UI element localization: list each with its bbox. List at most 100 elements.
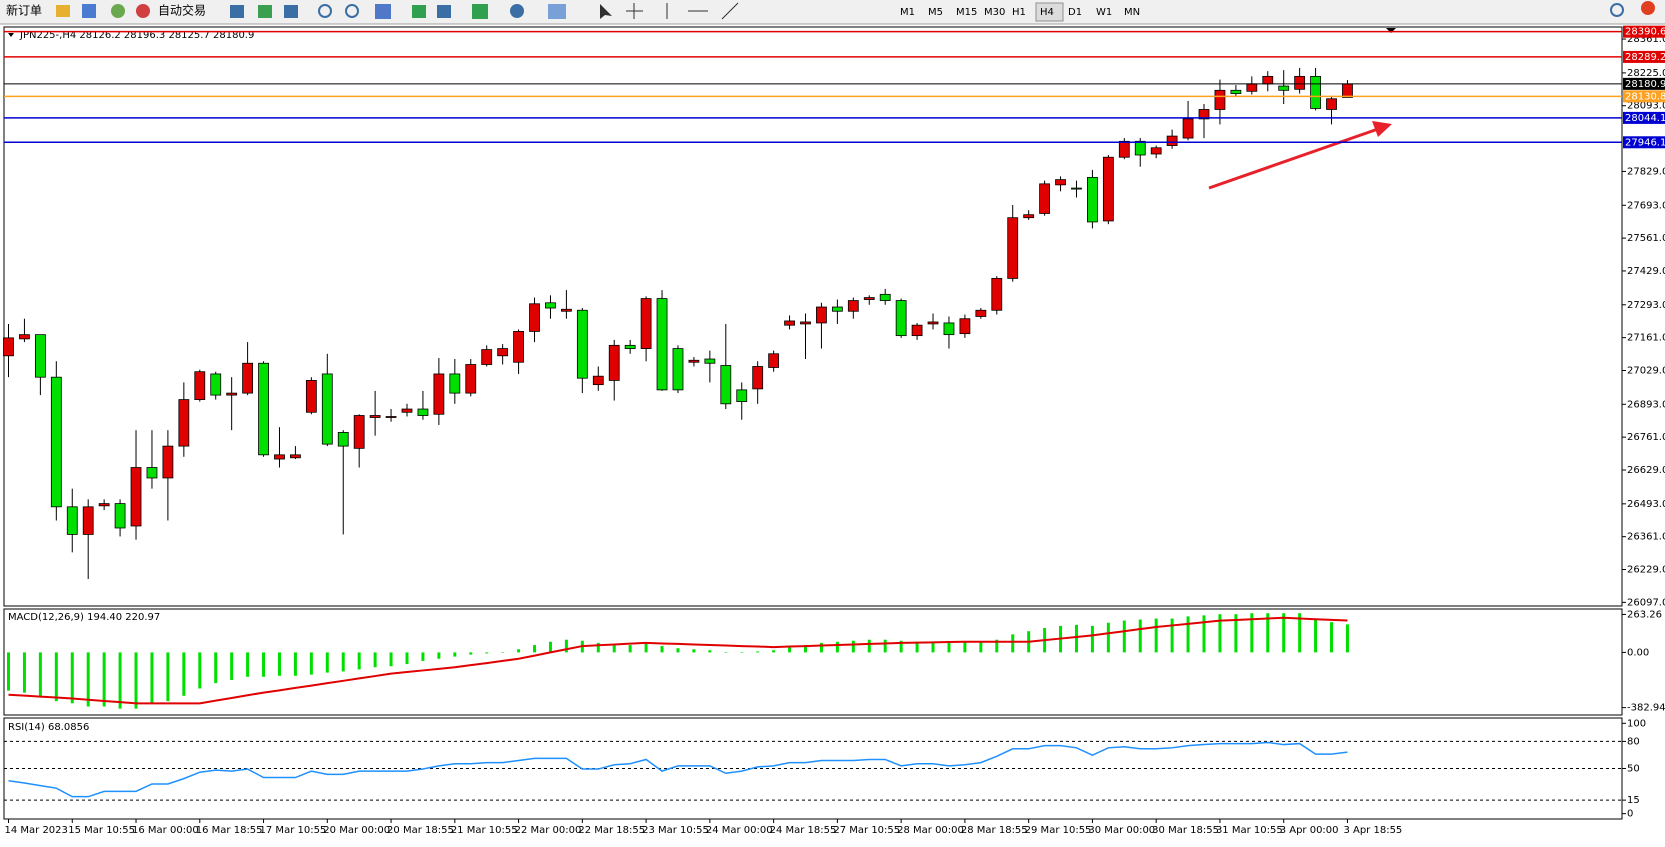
macd-bar	[357, 652, 361, 670]
tool-icons	[230, 2, 739, 20]
icon[interactable]	[412, 5, 426, 18]
macd-bar	[883, 639, 887, 653]
macd-bar	[756, 651, 760, 653]
candle-body	[1246, 83, 1258, 92]
macd-bar	[548, 641, 552, 653]
y-tick-label: 27029.0	[1627, 365, 1665, 376]
macd-bar	[947, 641, 951, 653]
macd-bar	[979, 641, 983, 653]
candle-body	[50, 376, 62, 508]
icon[interactable]	[111, 4, 125, 18]
timeframe-button[interactable]: M5	[928, 7, 943, 18]
macd-bar	[851, 640, 855, 653]
macd-bar	[230, 652, 234, 680]
price-level-box	[1623, 25, 1665, 38]
cursor-icon[interactable]	[600, 4, 612, 19]
search-icon[interactable]	[1610, 3, 1624, 17]
line-icons[interactable]	[666, 2, 739, 20]
macd-panel	[3, 608, 1623, 716]
macd-bar	[214, 652, 218, 684]
macd-bar	[660, 646, 664, 653]
macd-bar	[533, 645, 537, 653]
macd-bar	[437, 652, 441, 659]
y-tick-label: 50	[1627, 764, 1640, 775]
auto-trading-button[interactable]: 自动交易	[158, 3, 206, 18]
icon[interactable]	[136, 4, 150, 18]
macd-bar	[325, 652, 329, 673]
icon[interactable]	[510, 4, 524, 18]
timeframe-button[interactable]: MN	[1124, 7, 1140, 18]
macd-bar	[1218, 614, 1222, 653]
macd-title: MACD(12,26,9) 194.40 220.97	[8, 612, 160, 623]
active-timeframe	[1035, 2, 1064, 22]
timeframe-button[interactable]: W1	[1096, 7, 1112, 18]
icon[interactable]	[230, 5, 244, 18]
price-level-label: 28044.1	[1625, 113, 1665, 124]
candle-body	[959, 318, 971, 335]
x-tick-label: 30 Mar 00:00	[1088, 825, 1155, 836]
timeframes: M1 M5 M15 M30 H1 H4 D1 W1 MN	[900, 2, 1140, 22]
macd-bar	[612, 643, 616, 653]
candle-body	[736, 389, 748, 402]
x-tick-label: 27 Mar 10:55	[833, 825, 900, 836]
rsi-line	[8, 741, 1348, 798]
y-tick-label: 26893.0	[1627, 399, 1665, 410]
macd-bar	[644, 643, 648, 653]
macd-bar	[1314, 619, 1318, 653]
price-level-box	[1623, 90, 1665, 103]
macd-bar	[1345, 624, 1349, 653]
macd-bar	[86, 652, 90, 707]
icon[interactable]	[437, 5, 451, 18]
macd-bar	[102, 652, 106, 707]
candle-body	[561, 308, 572, 312]
macd-bar	[1282, 613, 1286, 653]
macd-bar	[1170, 618, 1174, 653]
icon[interactable]	[258, 5, 272, 18]
arrow-head	[1372, 121, 1392, 137]
candle-body	[242, 362, 254, 394]
macd-bar	[134, 652, 138, 709]
y-tick-label: 0	[1627, 809, 1633, 820]
macd-bar	[1122, 620, 1126, 653]
candle-body	[529, 303, 540, 332]
candle-body	[1039, 183, 1050, 214]
notification-icon[interactable]	[1641, 1, 1655, 15]
y-tick-label: 263.26	[1627, 609, 1662, 620]
x-tick-label: 24 Mar 18:55	[770, 825, 837, 836]
candle-body	[688, 359, 700, 363]
icon[interactable]	[472, 4, 488, 19]
x-tick-label: 16 Mar 00:00	[132, 825, 199, 836]
crosshair-icon[interactable]	[626, 3, 643, 19]
icon[interactable]	[284, 5, 298, 18]
macd-bar	[1266, 613, 1270, 653]
price-level-label: 27946.1	[1625, 137, 1665, 148]
icon[interactable]	[375, 4, 391, 19]
timeframe-button[interactable]: D1	[1068, 7, 1082, 18]
icon[interactable]	[548, 4, 566, 19]
macd-bar	[692, 649, 696, 653]
icon[interactable]	[345, 4, 359, 18]
candle-body	[513, 331, 524, 363]
icon[interactable]	[82, 4, 96, 18]
candle-body	[305, 380, 317, 413]
candle-body	[1102, 156, 1114, 222]
new-order-button[interactable]: 新订单	[6, 3, 42, 18]
icon[interactable]	[56, 5, 70, 17]
price-level-box	[1623, 77, 1665, 90]
candle-body	[433, 373, 445, 415]
macd-bar	[118, 652, 122, 709]
macd-bar	[724, 652, 728, 653]
timeframe-button[interactable]: M1	[900, 7, 915, 18]
candle-body	[863, 297, 875, 300]
candle-body	[465, 364, 477, 394]
candle-body	[114, 503, 126, 529]
macd-bar	[819, 642, 823, 653]
candle-body	[752, 366, 764, 390]
timeframe-button[interactable]: H4	[1040, 7, 1054, 18]
macd-bar	[389, 652, 393, 667]
timeframe-button[interactable]: H1	[1012, 7, 1026, 18]
timeframe-button[interactable]: M15	[956, 7, 977, 18]
icon[interactable]	[318, 4, 332, 18]
x-tick-label: 30 Mar 18:55	[1152, 825, 1219, 836]
timeframe-button[interactable]: M30	[984, 7, 1005, 18]
